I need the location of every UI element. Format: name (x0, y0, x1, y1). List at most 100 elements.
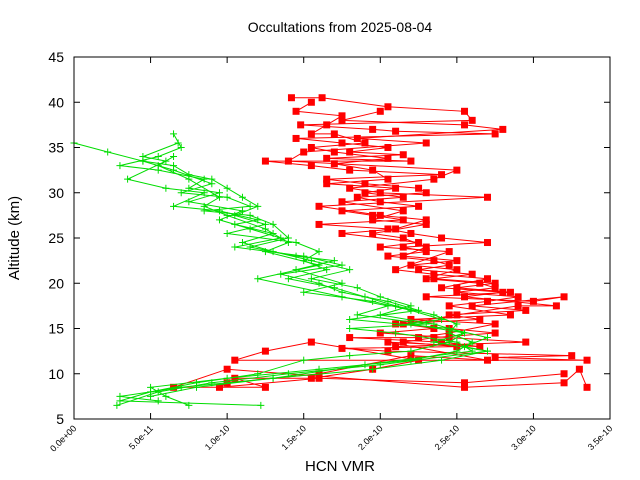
chart-title: Occultations from 2025-08-04 (248, 19, 433, 35)
data-point (215, 216, 223, 224)
data-point (231, 356, 239, 364)
data-point (453, 266, 461, 274)
data-point (491, 284, 499, 292)
data-point (415, 266, 423, 274)
data-point (162, 392, 170, 400)
data-point (399, 243, 407, 251)
data-point (407, 229, 415, 237)
data-point (399, 234, 407, 242)
data-point (346, 166, 354, 174)
data-point (154, 388, 162, 396)
data-point (369, 166, 377, 174)
data-point (246, 202, 254, 210)
data-point (483, 347, 491, 355)
series-line (116, 160, 488, 406)
data-point (453, 166, 461, 174)
data-point (338, 198, 346, 206)
y-axis-label: Altitude (km) (6, 196, 23, 280)
data-point (361, 189, 369, 197)
series-6 (116, 139, 469, 409)
data-point (445, 302, 453, 310)
data-point (338, 344, 346, 352)
data-point (315, 279, 323, 287)
data-point (399, 216, 407, 224)
y-tick-label: 25 (48, 230, 64, 246)
data-point (445, 248, 453, 256)
series-1 (170, 94, 591, 391)
data-point (392, 329, 400, 337)
data-point (284, 239, 292, 247)
data-point (223, 365, 231, 373)
data-point (483, 356, 491, 364)
data-point (338, 293, 346, 301)
data-point (468, 347, 476, 355)
data-point (491, 320, 499, 328)
data-point (338, 139, 346, 147)
data-point (483, 239, 491, 247)
data-point (215, 207, 223, 215)
data-point (491, 329, 499, 337)
y-tick-label: 10 (48, 366, 64, 382)
data-point (185, 175, 193, 183)
data-point (392, 266, 400, 274)
data-point (407, 306, 415, 314)
data-point (415, 239, 423, 247)
data-point (453, 343, 461, 351)
data-point (453, 284, 461, 292)
series-line (173, 97, 588, 388)
data-point (292, 239, 300, 247)
data-point (323, 180, 331, 188)
data-point (147, 392, 155, 400)
data-point (468, 338, 476, 346)
data-point (476, 343, 484, 351)
data-point (407, 261, 415, 269)
data-point (376, 198, 384, 206)
data-point (491, 353, 499, 361)
data-point (323, 154, 331, 162)
data-point (261, 347, 269, 355)
data-point (361, 180, 369, 188)
series-7 (113, 157, 491, 409)
data-point (231, 220, 239, 228)
data-point (200, 202, 208, 210)
data-point (369, 216, 377, 224)
data-point (318, 94, 326, 102)
data-point (430, 334, 438, 342)
data-point (346, 184, 354, 192)
data-point (384, 103, 392, 111)
data-point (438, 284, 446, 292)
data-point (468, 116, 476, 124)
data-point (422, 220, 430, 228)
data-point (338, 279, 346, 287)
data-point (307, 144, 315, 151)
data-point (453, 338, 461, 346)
data-point (307, 130, 315, 138)
data-point (376, 211, 384, 219)
data-point (476, 279, 484, 287)
data-point (415, 334, 423, 342)
data-point (361, 139, 369, 147)
data-point (384, 175, 392, 183)
data-point (522, 338, 530, 346)
data-point (514, 302, 522, 310)
data-point (445, 311, 453, 319)
data-point (422, 275, 430, 283)
data-point (422, 216, 430, 224)
y-tick-label: 30 (48, 185, 64, 201)
data-point (170, 202, 178, 210)
data-point (269, 374, 277, 382)
data-point (491, 130, 499, 138)
data-point (338, 112, 346, 120)
data-point (430, 325, 438, 332)
data-point (369, 229, 377, 237)
data-point (384, 225, 392, 233)
data-point (384, 154, 392, 162)
data-point (287, 94, 295, 102)
data-point (307, 98, 315, 106)
data-point (483, 334, 491, 342)
data-point (415, 202, 423, 210)
data-point (399, 338, 407, 346)
data-point (307, 275, 315, 283)
data-point (461, 379, 469, 387)
data-point (361, 361, 369, 369)
